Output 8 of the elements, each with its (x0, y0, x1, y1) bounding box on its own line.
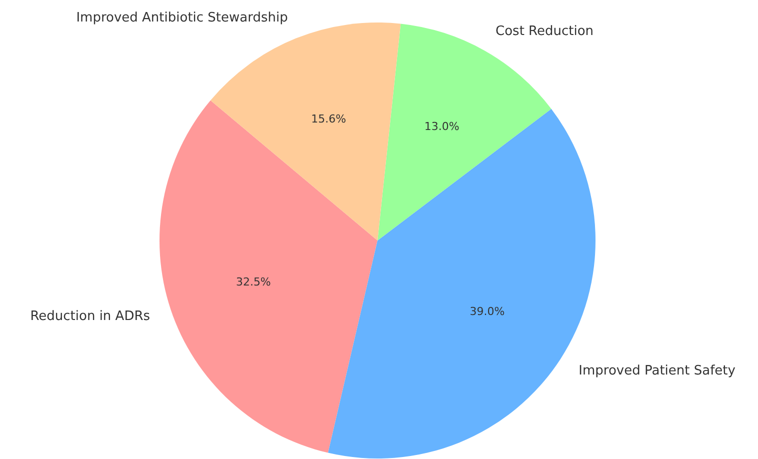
slice-label: Improved Antibiotic Stewardship (76, 10, 288, 26)
data-label: 15.6% (311, 112, 346, 126)
slice-label: Reduction in ADRs (30, 308, 150, 324)
data-label: 32.5% (236, 275, 271, 288)
slice-label: Cost Reduction (496, 24, 594, 40)
slice-label: Improved Patient Safety (578, 364, 736, 379)
data-label: 39.0% (470, 305, 505, 318)
data-label: 13.0% (424, 120, 460, 134)
